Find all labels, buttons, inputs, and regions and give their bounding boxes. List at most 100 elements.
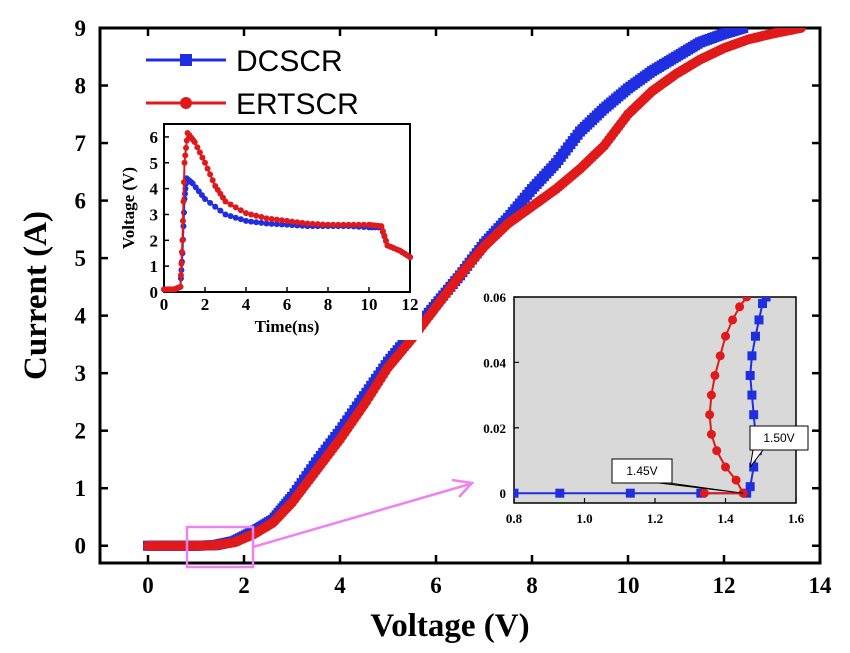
inset-top-y-tick-label: 0 xyxy=(150,283,159,302)
inset-top-point-ertscr xyxy=(325,221,331,228)
inset-zoom-y-tick-label: 0 xyxy=(500,486,507,501)
inset-top-y-tick-label: 5 xyxy=(150,154,159,173)
inset-top-point-ertscr xyxy=(268,215,275,222)
main-y-tick-label: 3 xyxy=(75,361,87,386)
inset-top-point-dcscr xyxy=(207,199,214,206)
inset-zoom-x-tick-label: 1.2 xyxy=(647,511,663,526)
callout-box xyxy=(611,458,673,484)
main-y-tick-label: 5 xyxy=(75,246,87,271)
inset-zoom-y-tick-label: 0.06 xyxy=(483,290,506,305)
inset-top-point-ertscr xyxy=(183,144,190,151)
inset-top-point-ertscr xyxy=(194,144,201,151)
inset-top-point-ertscr xyxy=(180,198,187,205)
main-x-tick-label: 12 xyxy=(713,573,736,598)
inset-top-point-dcscr xyxy=(217,207,224,214)
inset-zoom-point-dcscr xyxy=(758,299,768,309)
zoom-indicator xyxy=(185,478,475,569)
data-point-ertscr xyxy=(795,28,806,33)
inset-zoom-point-ertscr xyxy=(705,410,715,420)
main-y-tick-label: 6 xyxy=(75,189,87,214)
legend-marker-ertscr xyxy=(180,97,192,109)
inset-top-point-ertscr xyxy=(294,219,301,226)
inset-zoom-point-ertscr xyxy=(728,315,738,325)
inset-top-x-tick-label: 4 xyxy=(242,295,251,314)
main-y-tick-label: 9 xyxy=(75,16,87,41)
main-x-tick-label: 4 xyxy=(334,573,346,598)
inset-zoom-point-dcscr xyxy=(745,482,755,492)
inset-top-point-ertscr xyxy=(232,204,239,211)
main-x-tick-label: 14 xyxy=(809,573,833,598)
inset-top-x-axis-title: Time(ns) xyxy=(255,317,320,336)
inset-top-point-ertscr xyxy=(181,159,188,166)
inset-zoom-x-tick-label: 1.6 xyxy=(788,511,805,526)
inset-top-x-tick-label: 2 xyxy=(201,295,210,314)
main-y-tick-label: 2 xyxy=(75,419,87,444)
main-y-tick-label: 4 xyxy=(75,304,87,329)
inset-top-series-ertscr xyxy=(161,130,413,293)
main-x-tick-label: 8 xyxy=(526,573,538,598)
inset-top-point-ertscr xyxy=(243,210,249,217)
legend-marker-dcscr xyxy=(180,54,192,66)
inset-zoom-point-dcscr xyxy=(761,297,771,302)
inset-top-x-tick-label: 12 xyxy=(402,295,419,314)
inset-zoom-point-ertscr xyxy=(712,446,722,456)
callout-label: 1.50V xyxy=(763,431,794,445)
inset-top-point-ertscr xyxy=(379,227,386,234)
main-y-tick-label: 7 xyxy=(75,131,87,156)
callout-1-45v: 1.45V xyxy=(611,458,744,494)
series-ertscr xyxy=(143,28,806,551)
inset-zoom-point-ertscr xyxy=(699,488,709,498)
inset-top-point-ertscr xyxy=(222,198,229,205)
inset-zoom-point-dcscr xyxy=(555,488,565,498)
inset-zoom-point-ertscr xyxy=(715,351,725,361)
main-plot-frame xyxy=(98,26,822,565)
inset-zoom-series-ertscr xyxy=(699,297,752,498)
inset-top-point-ertscr xyxy=(178,248,185,255)
inset-zoom-x-tick-label: 1.4 xyxy=(717,511,734,526)
inset-zoom-point-ertscr xyxy=(721,331,730,341)
main-y-tick-label: 8 xyxy=(75,74,87,99)
inset-zoom-point-ertscr xyxy=(706,390,716,400)
inset-zoom-x-tick-label: 0.8 xyxy=(506,511,523,526)
inset-zoom-point-ertscr xyxy=(706,429,716,439)
inset-top-point-dcscr xyxy=(212,203,219,210)
legend: DCSCR ERTSCR xyxy=(146,45,359,121)
inset-top-point-ertscr xyxy=(345,221,352,228)
inset-top-point-ertscr xyxy=(355,221,362,228)
inset-top-point-dcscr xyxy=(237,216,244,223)
callout-box xyxy=(749,425,809,451)
inset-zoom-y-tick-label: 0.02 xyxy=(483,421,506,436)
zoom-arrowhead xyxy=(451,478,475,498)
inset-zoom: 0.8 1.0 1.2 1.4 1.6 0 0.02 0.04 0.06 1.45V 1.50V xyxy=(465,286,809,531)
inset-zoom-point-ertscr xyxy=(721,462,730,472)
inset-top-point-ertscr xyxy=(183,137,190,144)
inset-top-point-ertscr xyxy=(378,223,385,230)
inset-top-point-ertscr xyxy=(335,221,342,228)
callout-1-50v: 1.50V xyxy=(749,425,809,468)
inset-top-point-ertscr xyxy=(350,221,357,228)
legend-label-ertscr: ERTSCR xyxy=(236,88,359,121)
inset-top-point-ertscr xyxy=(309,220,316,227)
inset-top-point-ertscr xyxy=(179,217,186,224)
main-x-tick-label: 2 xyxy=(238,573,250,598)
inset-top-point-ertscr xyxy=(248,211,255,218)
inset-top-point-ertscr xyxy=(196,149,203,156)
inset-top-point-dcscr xyxy=(243,217,249,224)
inset-top-point-ertscr xyxy=(227,201,234,208)
inset-top-point-ertscr xyxy=(330,221,337,228)
zoom-arrow-line xyxy=(252,482,471,549)
inset-top-y-tick-label: 6 xyxy=(150,128,159,147)
inset-top-x-tick-label: 0 xyxy=(160,295,169,314)
inset-top-point-ertscr xyxy=(263,215,270,222)
main-x-axis-title: Voltage (V) xyxy=(370,608,529,644)
inset-top-point-ertscr xyxy=(289,218,296,225)
main-x-tick-label: 10 xyxy=(617,573,640,598)
inset-top-point-ertscr xyxy=(178,260,185,267)
inset-top-y-tick-label: 1 xyxy=(150,257,159,276)
inset-top-point-dcscr xyxy=(222,211,229,218)
inset-top-point-ertscr xyxy=(314,221,321,228)
inset-top-y-axis-title: Voltage (V) xyxy=(119,167,138,249)
inset-zoom-point-ertscr xyxy=(710,370,720,380)
